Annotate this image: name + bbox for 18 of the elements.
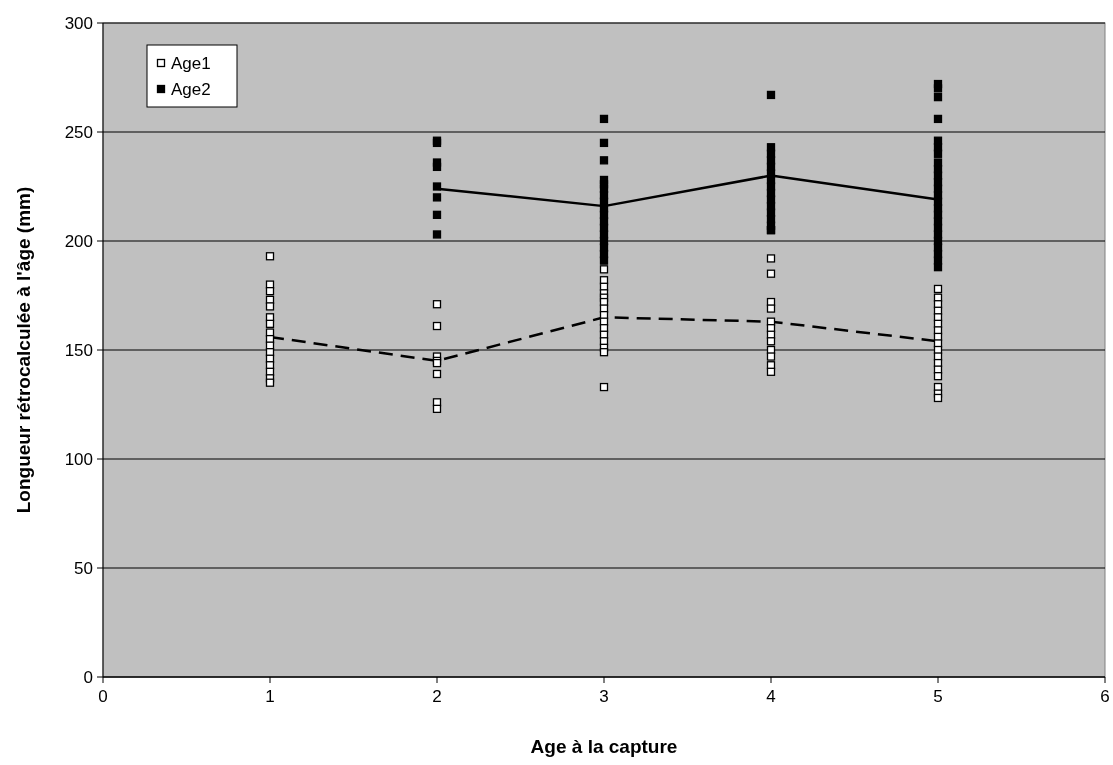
y-tick-label: 250 — [64, 123, 93, 142]
y-tick-label: 0 — [83, 668, 93, 687]
x-tick-label: 3 — [599, 687, 609, 706]
x-tick-label: 2 — [432, 687, 442, 706]
x-tick-label: 4 — [766, 687, 776, 706]
x-tick-label: 1 — [265, 687, 275, 706]
legend-label: Age1 — [171, 54, 211, 73]
x-tick-label: 0 — [98, 687, 108, 706]
legend-label: Age2 — [171, 80, 211, 99]
x-axis-title: Age à la capture — [530, 736, 678, 757]
y-tick-label: 50 — [74, 559, 93, 578]
y-tick-label: 300 — [64, 14, 93, 33]
y-axis-title: Longueur rétrocalculée à l'âge (mm) — [13, 186, 34, 514]
y-tick-label: 150 — [64, 341, 93, 360]
y-tick-label: 200 — [64, 232, 93, 251]
x-tick-label: 6 — [1100, 687, 1110, 706]
x-tick-label: 5 — [933, 687, 943, 706]
y-tick-label: 100 — [64, 450, 93, 469]
